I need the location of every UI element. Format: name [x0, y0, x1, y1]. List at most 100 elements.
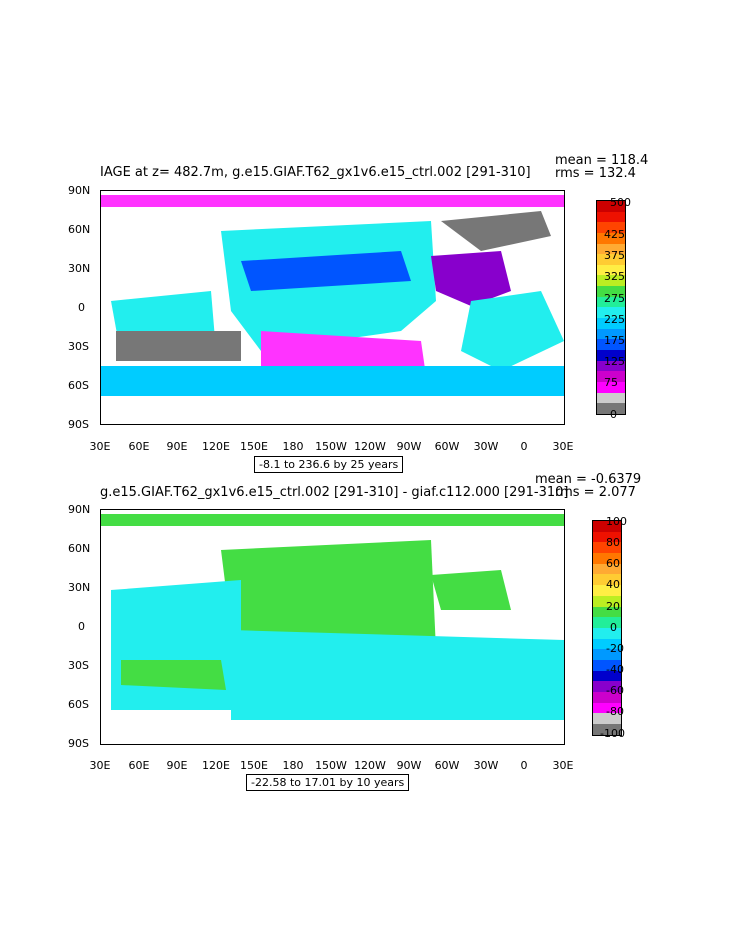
north-atlantic [431, 570, 511, 610]
panel1-mean: mean = 118.4 [555, 153, 649, 168]
cbar-swatch [593, 617, 621, 628]
panel2-title: g.e15.GIAF.T62_gx1v6.e15_ctrl.002 [291-3… [100, 485, 569, 500]
cbar-swatch [593, 713, 621, 725]
cbar-swatch [593, 692, 621, 703]
panel2-mean: mean = -0.6379 [535, 472, 642, 487]
arctic-region [101, 514, 564, 526]
cbar-swatch [597, 296, 625, 308]
panel1-map-svg [101, 195, 564, 396]
cbar-swatch [593, 702, 621, 714]
lat-tick: 0 [78, 301, 85, 314]
lat-tick: 60S [68, 379, 89, 392]
cbar-label: 125 [604, 355, 625, 368]
lon-tick: 60W [434, 759, 460, 772]
cbar-swatch [593, 724, 621, 735]
lon-tick: 150E [240, 440, 268, 453]
cbar-swatch [597, 392, 625, 404]
cbar-swatch [593, 627, 621, 639]
lat-tick: 30S [68, 659, 89, 672]
panel2-map-svg [101, 514, 564, 720]
cbar-swatch [597, 286, 625, 297]
lat-tick: 60S [68, 698, 89, 711]
panel2-range-note: -22.58 to 17.01 by 10 years [246, 774, 410, 791]
lat-tick: 30N [68, 262, 91, 275]
cbar-swatch [593, 649, 621, 660]
cbar-label: -60 [606, 684, 624, 697]
pacific-south-band [261, 331, 426, 376]
panel1-colorbar [596, 200, 626, 415]
cbar-swatch [593, 531, 621, 543]
cbar-swatch [597, 243, 625, 255]
cbar-swatch [593, 553, 621, 564]
lat-tick: 0 [78, 620, 85, 633]
pacific-north-gyre [241, 251, 411, 291]
cbar-swatch [597, 339, 625, 350]
panel1-map [100, 190, 565, 425]
cbar-swatch [597, 371, 625, 382]
lon-tick: 60E [128, 759, 150, 772]
cbar-label: 0 [610, 621, 617, 634]
cbar-label: 40 [606, 578, 620, 591]
cbar-label: 20 [606, 600, 620, 613]
cbar-swatch [597, 318, 625, 329]
lon-tick: 120W [354, 759, 386, 772]
south-indian-positive [121, 660, 226, 690]
lat-tick: 90S [68, 418, 89, 431]
cbar-label: -80 [606, 705, 624, 718]
cbar-label: 75 [604, 376, 618, 389]
cbar-label: 225 [604, 313, 625, 326]
lat-tick: 90N [68, 503, 91, 516]
lon-tick: 120E [202, 440, 230, 453]
cbar-label: 275 [604, 292, 625, 305]
indian-south-aged [116, 331, 241, 361]
cbar-swatch [597, 232, 625, 244]
lon-tick: 30E [552, 759, 574, 772]
cbar-swatch [593, 595, 621, 607]
cbar-swatch [593, 542, 621, 554]
lon-tick: 90E [166, 440, 188, 453]
arctic-region [101, 195, 564, 207]
indian-ocean [111, 580, 241, 710]
cbar-label: 325 [604, 270, 625, 283]
lon-tick: 30W [473, 759, 499, 772]
cbar-swatch [597, 349, 625, 361]
cbar-swatch [597, 264, 625, 276]
cbar-swatch [593, 659, 621, 671]
cbar-swatch [593, 574, 621, 586]
lat-tick: 30S [68, 340, 89, 353]
cbar-swatch [593, 638, 621, 650]
arctic-aged-region [441, 211, 551, 251]
cbar-label: 60 [606, 557, 620, 570]
north-atlantic-gyre [431, 251, 511, 306]
lat-tick: 60N [68, 542, 91, 555]
cbar-swatch [597, 403, 625, 414]
lon-tick: 120W [354, 440, 386, 453]
cbar-label: 80 [606, 536, 620, 549]
cbar-swatch [593, 606, 621, 618]
cbar-swatch [593, 670, 621, 682]
panel1-rms: rms = 132.4 [555, 166, 636, 181]
lon-tick: 150W [315, 759, 347, 772]
cbar-label: 175 [604, 334, 625, 347]
cbar-swatch [597, 328, 625, 340]
cbar-swatch [597, 360, 625, 372]
lon-tick: 90W [396, 440, 422, 453]
lon-tick: 30W [473, 440, 499, 453]
lon-tick: 30E [552, 440, 574, 453]
lon-tick: 150W [315, 440, 347, 453]
lon-tick: 120E [202, 759, 230, 772]
panel2-map [100, 509, 565, 745]
cbar-swatch [597, 307, 625, 319]
lon-tick: 180 [282, 440, 304, 453]
cbar-swatch [597, 201, 625, 212]
cbar-swatch [593, 585, 621, 596]
lat-tick: 90N [68, 184, 91, 197]
cbar-swatch [593, 521, 621, 532]
cbar-label: 100 [606, 515, 627, 528]
cbar-label: -20 [606, 642, 624, 655]
panel2-rms: rms = 2.077 [555, 485, 636, 500]
lon-tick: 30E [89, 440, 111, 453]
cbar-swatch [597, 222, 625, 233]
cbar-label: -40 [606, 663, 624, 676]
cbar-label: 0 [610, 408, 617, 421]
